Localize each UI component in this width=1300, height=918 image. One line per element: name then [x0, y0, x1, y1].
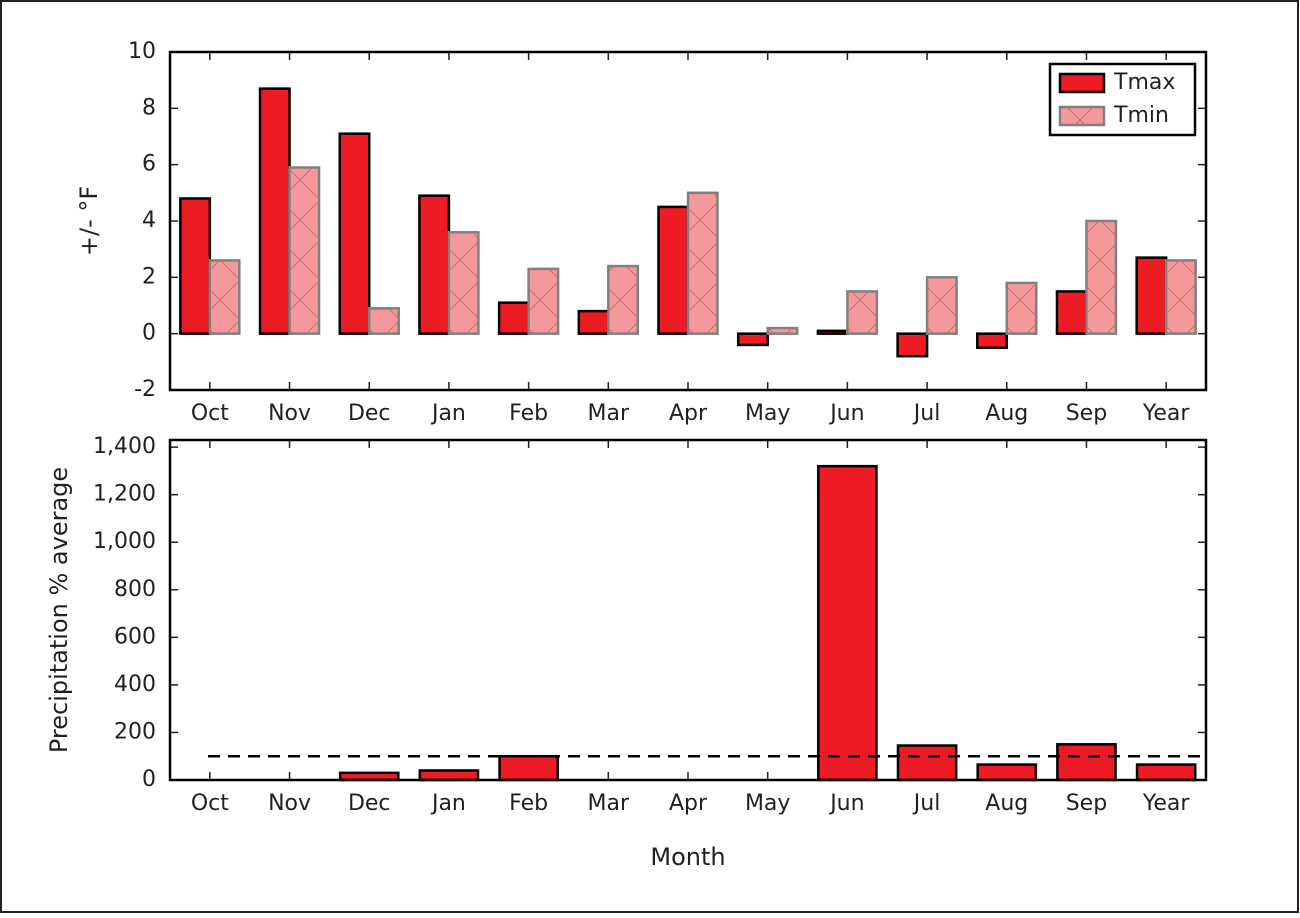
bar	[498, 754, 559, 782]
bar	[817, 464, 878, 782]
x-tick-label: May	[745, 791, 790, 816]
y-axis-label: Precipitation % average	[45, 467, 73, 753]
y-tick-label: 0	[142, 321, 156, 346]
bar-hatch	[847, 291, 877, 334]
bar-hatch	[927, 277, 957, 334]
y-tick-label: 1,400	[93, 434, 156, 459]
bar	[896, 744, 958, 782]
x-tick-label: Jan	[430, 791, 466, 816]
y-tick-label: 800	[114, 577, 156, 602]
y-tick-label: 0	[142, 767, 156, 792]
y-tick-label: 600	[114, 624, 156, 649]
bar-hatch	[1166, 260, 1196, 334]
bar-hatch	[767, 328, 798, 334]
legend-label: Tmin	[1113, 103, 1169, 128]
bar	[976, 332, 1009, 349]
x-tick-label: Dec	[348, 401, 391, 426]
bar	[896, 332, 929, 358]
bar	[976, 763, 1038, 782]
x-tick-label: Feb	[509, 791, 548, 816]
bar	[338, 132, 371, 335]
y-tick-label: 1,200	[93, 482, 156, 507]
bar-hatch	[528, 268, 559, 334]
plot-frame	[168, 438, 1208, 782]
bar	[816, 329, 849, 335]
x-tick-label: Jun	[828, 401, 864, 426]
bar-hatch	[448, 232, 479, 334]
y-tick-label: 1,000	[93, 529, 156, 554]
x-tick-label: Apr	[669, 791, 708, 816]
bar	[418, 769, 480, 782]
bar-hatch	[1086, 221, 1116, 334]
bar	[1056, 743, 1117, 782]
y-tick-label: 200	[114, 719, 156, 744]
bar	[497, 301, 530, 335]
x-tick-label: Sep	[1066, 401, 1107, 426]
bar	[1135, 763, 1197, 782]
x-axis-label: Month	[650, 843, 725, 871]
y-axis-label: +/- °F	[75, 186, 103, 256]
bar	[657, 205, 690, 335]
bar-hatch	[688, 192, 718, 334]
y-tick-label: -2	[134, 377, 156, 402]
bar	[1055, 290, 1088, 335]
x-tick-label: Dec	[348, 791, 391, 816]
bar-hatch	[608, 266, 638, 334]
legend-swatch	[1058, 72, 1106, 94]
x-tick-label: Year	[1142, 401, 1191, 426]
x-tick-label: Aug	[985, 791, 1028, 816]
x-tick-label: Aug	[985, 401, 1028, 426]
y-tick-label: 6	[142, 152, 156, 177]
x-tick-label: Apr	[669, 401, 708, 426]
bar	[418, 194, 451, 335]
x-tick-label: Oct	[191, 401, 229, 426]
y-tick-label: 2	[142, 264, 156, 289]
legend-label: Tmax	[1113, 70, 1175, 95]
bar	[577, 309, 610, 335]
x-tick-label: Nov	[268, 401, 311, 426]
x-tick-label: Feb	[509, 401, 548, 426]
bar-hatch	[289, 167, 320, 334]
y-tick-label: 8	[142, 95, 156, 120]
x-tick-label: Sep	[1066, 791, 1107, 816]
x-tick-label: Jan	[430, 401, 466, 426]
y-tick-label: 10	[128, 39, 156, 64]
y-tick-label: 4	[142, 208, 156, 233]
bar-hatch	[1006, 282, 1037, 334]
x-tick-label: Year	[1142, 791, 1191, 816]
x-tick-label: Mar	[588, 791, 630, 816]
bar-hatch	[209, 260, 240, 334]
x-tick-label: Jun	[828, 791, 864, 816]
x-tick-label: Oct	[191, 791, 229, 816]
y-tick-label: 400	[114, 672, 156, 697]
x-tick-label: Mar	[588, 401, 630, 426]
legend-hatch	[1060, 107, 1104, 125]
plot-frame	[168, 50, 1208, 392]
bar	[1135, 256, 1168, 335]
x-tick-label: Jul	[912, 401, 941, 426]
bar	[179, 197, 212, 335]
bar	[258, 87, 291, 335]
x-tick-label: Nov	[268, 791, 311, 816]
x-tick-label: May	[745, 401, 790, 426]
bar-hatch	[369, 308, 399, 334]
bar	[736, 332, 769, 347]
x-tick-label: Jul	[912, 791, 941, 816]
